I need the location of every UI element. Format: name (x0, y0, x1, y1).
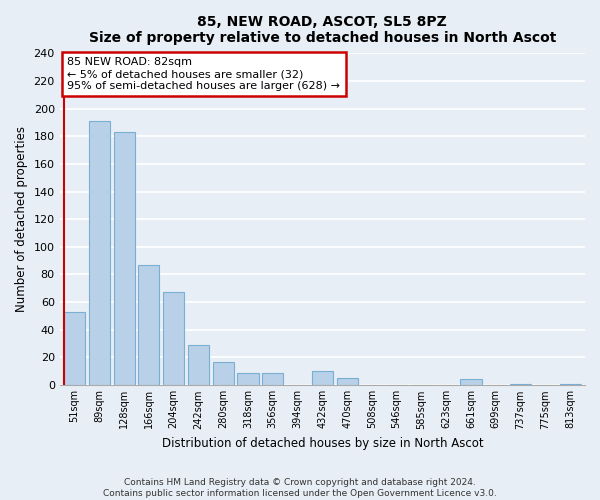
Bar (212, 362, 234, 385)
X-axis label: Distribution of detached houses by size in North Ascot: Distribution of detached houses by size … (161, 437, 483, 450)
Bar (163, 292, 184, 385)
Bar (560, 384, 581, 385)
Bar (262, 372, 283, 385)
Bar (89, 121, 110, 385)
Y-axis label: Number of detached properties: Number of detached properties (15, 126, 28, 312)
Bar (188, 345, 209, 385)
Bar (312, 371, 333, 385)
Bar (510, 384, 531, 385)
Bar (460, 380, 482, 385)
Text: Contains HM Land Registry data © Crown copyright and database right 2024.
Contai: Contains HM Land Registry data © Crown c… (103, 478, 497, 498)
Bar (64, 312, 85, 385)
Text: 85 NEW ROAD: 82sqm
← 5% of detached houses are smaller (32)
95% of semi-detached: 85 NEW ROAD: 82sqm ← 5% of detached hous… (67, 58, 340, 90)
Title: 85, NEW ROAD, ASCOT, SL5 8PZ
Size of property relative to detached houses in Nor: 85, NEW ROAD, ASCOT, SL5 8PZ Size of pro… (89, 15, 556, 45)
Bar (337, 378, 358, 385)
Bar (139, 265, 160, 385)
Bar (113, 132, 134, 385)
Bar (238, 372, 259, 385)
